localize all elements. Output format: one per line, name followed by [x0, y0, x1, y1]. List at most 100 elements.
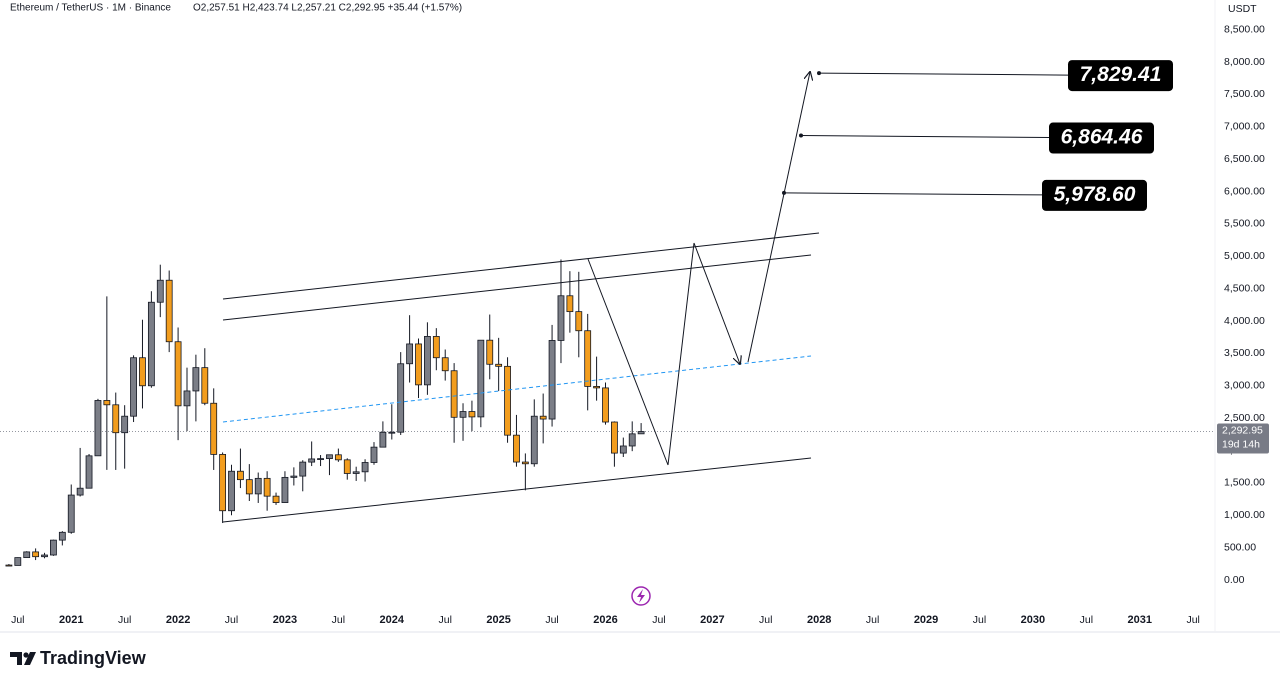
x-tick-label: 2022: [166, 614, 190, 626]
candle-body: [557, 295, 565, 341]
x-tick-label: Jul: [1186, 614, 1199, 626]
target-line: [783, 192, 1043, 196]
candle-body: [326, 454, 333, 460]
candle-body: [299, 461, 307, 477]
target-label: 6,864.46: [1061, 126, 1143, 149]
candle-body: [575, 311, 583, 332]
x-tick-label: Jul: [759, 614, 772, 626]
candle-body: [308, 458, 316, 463]
x-tick-label: Jul: [1080, 614, 1093, 626]
candle-body: [495, 363, 503, 367]
x-tick-label: Jul: [118, 614, 131, 626]
candle-body: [459, 411, 467, 418]
candle-body: [530, 415, 538, 465]
y-tick-label: 3,000.00: [1224, 380, 1265, 392]
x-tick-label: 2028: [807, 614, 831, 626]
candle-body: [183, 390, 191, 407]
channel-line: [222, 232, 820, 300]
x-tick-label: 2023: [273, 614, 297, 626]
candle-body: [147, 301, 155, 387]
y-tick-label: 5,000.00: [1224, 250, 1265, 262]
candle-body: [201, 367, 209, 404]
channel-line: [222, 254, 812, 321]
projection-path: [587, 242, 740, 466]
y-tick-label: 2,500.00: [1224, 412, 1265, 424]
brand-name: TradingView: [40, 648, 147, 668]
y-tick-label: 8,000.00: [1224, 56, 1265, 68]
candle-body: [272, 495, 280, 503]
mid-line: [222, 355, 812, 423]
candle-body: [628, 433, 636, 447]
candle-body: [513, 434, 520, 463]
x-tick-label: Jul: [652, 614, 665, 626]
target-label: 5,978.60: [1054, 183, 1136, 206]
x-tick-label: Jul: [11, 614, 24, 626]
x-tick-label: 2021: [59, 614, 83, 626]
y-tick-label: 1,000.00: [1224, 509, 1265, 521]
candle-body: [112, 404, 120, 434]
candle-body: [94, 400, 102, 457]
channel-line: [222, 457, 812, 523]
candle-body: [121, 415, 129, 434]
candle-body: [192, 367, 200, 392]
candle-body: [219, 453, 227, 512]
candle-body: [156, 279, 164, 303]
candle-body: [611, 421, 618, 454]
target-line: [818, 72, 1069, 76]
candle-body: [424, 336, 431, 386]
brand-logo: [10, 652, 36, 665]
price-tag-value: 2,292.95: [1222, 424, 1263, 436]
candle-body: [290, 475, 298, 478]
axis-unit: USDT: [1228, 3, 1257, 15]
candle-body: [361, 462, 369, 473]
candle-body: [566, 295, 574, 313]
candle-body: [539, 415, 547, 420]
y-tick-label: 6,000.00: [1224, 185, 1265, 197]
target-box: [1068, 60, 1173, 92]
candle-body: [450, 370, 458, 418]
candle-body: [317, 458, 324, 461]
candle-body: [210, 402, 218, 455]
events-icon[interactable]: [631, 586, 651, 606]
x-tick-label: 2025: [486, 614, 510, 626]
x-tick-label: 2029: [914, 614, 938, 626]
target-labels: 5,978.60 6,864.46 7,829.41: [782, 60, 1173, 211]
x-tick-label: Jul: [866, 614, 879, 626]
candle-body: [432, 336, 440, 359]
y-tick-label: 1,500.00: [1224, 477, 1265, 489]
candle-body: [521, 461, 529, 465]
candle-body: [76, 487, 84, 496]
candle-body: [254, 477, 262, 495]
y-tick-label: 3,500.00: [1224, 347, 1265, 359]
y-tick-label: 4,500.00: [1224, 282, 1265, 294]
candle-body: [58, 531, 66, 541]
x-tick-label: 2024: [380, 614, 405, 626]
y-tick-label: 6,500.00: [1224, 153, 1265, 165]
projection-path: [747, 72, 810, 363]
candle-body: [602, 387, 609, 423]
candle-body: [486, 339, 494, 365]
y-tick-label: 5,500.00: [1224, 218, 1265, 230]
x-tick-label: 2027: [700, 614, 724, 626]
plot-area: [0, 259, 1215, 567]
candle-body: [352, 471, 360, 474]
ohlc-readout: O2,257.51 H2,423.74 L2,257.21 C2,292.95 …: [193, 3, 462, 14]
candle-body: [32, 551, 40, 558]
candle-body: [14, 557, 22, 566]
x-tick-label: 2031: [1128, 614, 1152, 626]
x-tick-label: 2026: [593, 614, 617, 626]
candle-body: [593, 386, 600, 389]
x-tick-label: Jul: [332, 614, 345, 626]
target-label: 7,829.41: [1080, 63, 1162, 86]
candle-body: [5, 564, 13, 567]
candle-body: [343, 459, 351, 474]
x-tick-label: 2030: [1021, 614, 1045, 626]
candle-body: [370, 446, 378, 463]
price-tag-countdown: 19d 14h: [1222, 438, 1260, 450]
candle-body: [548, 340, 556, 420]
candle-body: [477, 339, 485, 418]
candle-body: [263, 477, 271, 497]
candle-body: [228, 470, 235, 512]
x-tick-label: Jul: [973, 614, 986, 626]
